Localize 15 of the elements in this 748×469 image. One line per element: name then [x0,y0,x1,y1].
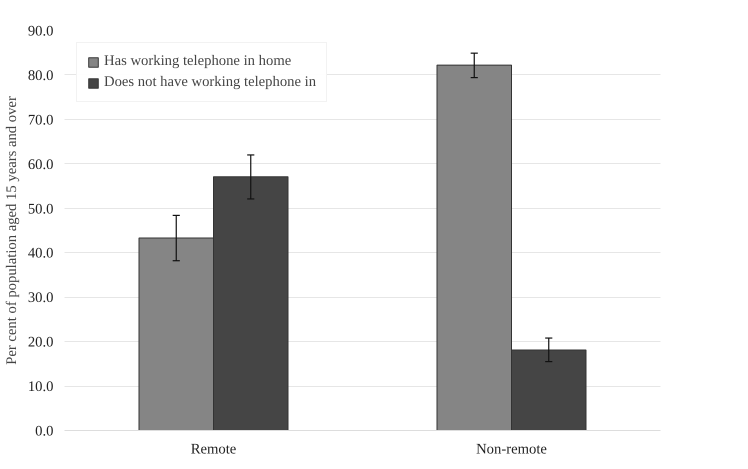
legend-label: Has working telephone in home [104,53,292,70]
y-tick-label: 0.0 [35,424,54,440]
y-tick-label: 20.0 [28,334,54,351]
y-tick-label: 40.0 [28,246,54,262]
legend-label: Does not have working telephone in [104,74,316,91]
y-tick-label: 30.0 [28,290,54,306]
x-tick-label: Remote [190,442,236,458]
x-tick-label: Non-remote [476,442,547,458]
y-axis-title: Per cent of population aged 15 years and over [4,96,20,365]
y-tick-label: 10.0 [28,379,54,396]
y-tick-label: 50.0 [28,201,54,218]
y-tick-label: 90.0 [28,24,54,40]
y-tick-label: 80.0 [28,68,54,84]
y-tick-label: 70.0 [28,112,54,128]
y-tick-label: 60.0 [28,156,54,173]
